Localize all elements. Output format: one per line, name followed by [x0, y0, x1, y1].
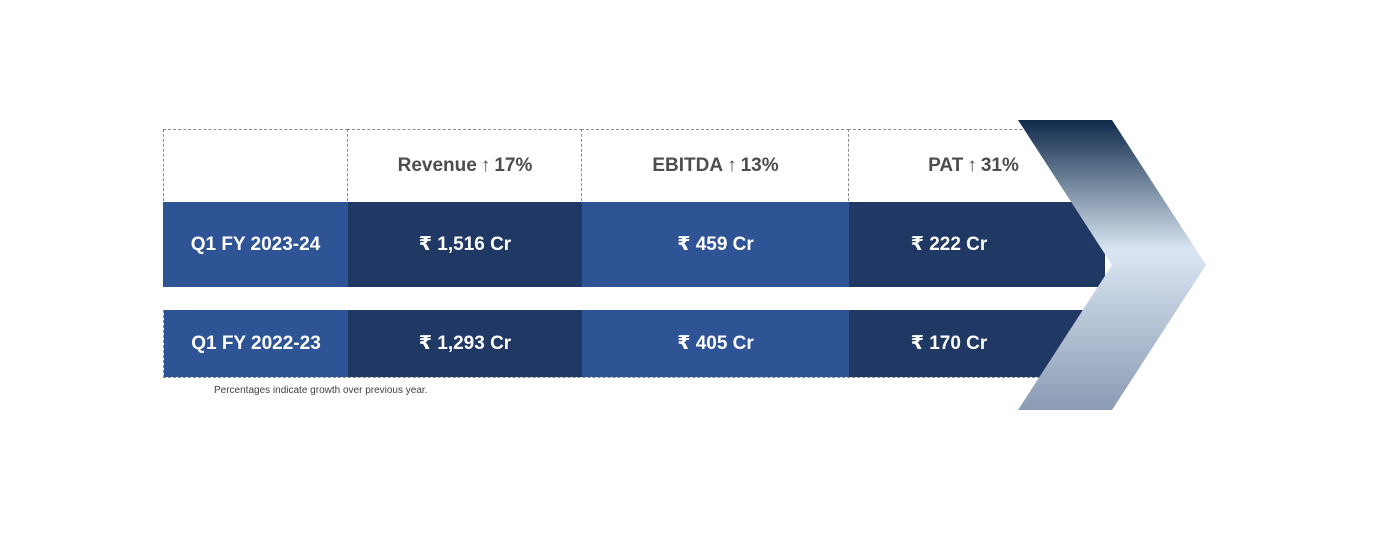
up-arrow-icon: ↑ [727, 154, 737, 176]
header-revenue: Revenue ↑ 17% [347, 129, 582, 201]
data-row-previous-year: Q1 FY 2022-23 ₹ 1,293 Cr ₹ 405 Cr ₹ 170 … [163, 310, 1105, 378]
header-pat: PAT ↑ 31% [848, 129, 1098, 201]
footnote: Percentages indicate growth over previou… [214, 385, 428, 396]
revenue-cell: ₹ 1,293 Cr [348, 310, 582, 377]
header-revenue-label: Revenue [397, 154, 477, 176]
header-revenue-growth: 17% [494, 154, 533, 176]
ebitda-cell: ₹ 459 Cr [582, 202, 849, 287]
period-cell: Q1 FY 2023-24 [163, 202, 348, 287]
up-arrow-icon: ↑ [967, 154, 977, 176]
chevron-arrow-icon [1018, 120, 1206, 410]
pat-value: ₹ 170 Cr [910, 333, 988, 354]
header-pat-growth: 31% [980, 154, 1019, 176]
up-arrow-icon: ↑ [480, 154, 491, 176]
header-ebitda-label: EBITDA [652, 154, 724, 176]
ebitda-cell: ₹ 405 Cr [582, 310, 849, 377]
pat-value: ₹ 222 Cr [910, 234, 988, 255]
header-row: Revenue ↑ 17% EBITDA ↑ 13% PAT ↑ 31% [163, 129, 1098, 202]
header-ebitda: EBITDA ↑ 13% [581, 129, 849, 201]
data-row-current-year: Q1 FY 2023-24 ₹ 1,516 Cr ₹ 459 Cr ₹ 222 … [163, 202, 1105, 287]
pat-cell: ₹ 222 Cr [849, 202, 1105, 287]
revenue-cell: ₹ 1,516 Cr [348, 202, 582, 287]
period-cell: Q1 FY 2022-23 [164, 310, 348, 377]
header-pat-label: PAT [928, 154, 964, 176]
header-ebitda-growth: 13% [740, 154, 779, 176]
header-empty-cell [163, 129, 348, 201]
